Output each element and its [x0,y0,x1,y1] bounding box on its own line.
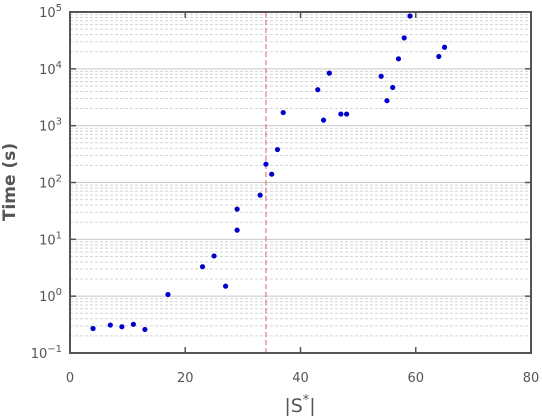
axes [69,11,532,354]
data-point [390,84,396,91]
data-point [165,291,171,298]
x-axis-label: |S*| [284,393,315,416]
x-tick-label: 80 [523,371,540,386]
data-point [315,87,321,93]
data-point [407,13,413,19]
data-point [257,192,263,198]
data-point [107,322,113,328]
data-point [395,56,402,62]
data-point [211,253,217,259]
data-point [199,264,206,270]
data-point [378,73,384,79]
data-point [344,111,350,117]
data-points [90,13,448,333]
data-point [142,326,148,333]
y-axis-label: Time (s) [0,143,20,221]
y-tick-label: 103 [39,117,62,135]
x-tick-label: 60 [407,371,424,386]
data-point [441,44,448,50]
y-tick-label: 102 [39,174,62,192]
data-point [280,109,286,116]
data-point [234,227,240,233]
y-tick-label: 105 [39,3,62,21]
data-point [234,206,240,212]
data-point [263,161,269,167]
y-tick-label: 100 [39,287,62,305]
data-point [384,98,390,104]
y-tick-label: 101 [39,230,62,248]
grid [70,11,531,354]
x-tick-label: 0 [66,371,74,386]
x-tick-label: 40 [292,371,309,386]
data-point [338,111,344,117]
data-point [436,53,442,60]
data-point [119,324,125,330]
data-point [222,283,229,289]
data-point [269,171,275,177]
data-point [320,117,327,123]
y-tick-label: 10−1 [31,344,62,362]
data-point [274,146,281,153]
data-point [401,35,407,41]
y-tick-label: 104 [39,60,62,78]
data-point [326,70,332,76]
tick-labels: 0 20 40 60 80 10−1 100 101 102 103 104 105 [31,3,540,386]
x-tick-label: 20 [177,371,194,386]
data-point [130,321,136,327]
data-point [90,325,96,332]
axis-titles: Time (s) |S*| [0,143,316,416]
